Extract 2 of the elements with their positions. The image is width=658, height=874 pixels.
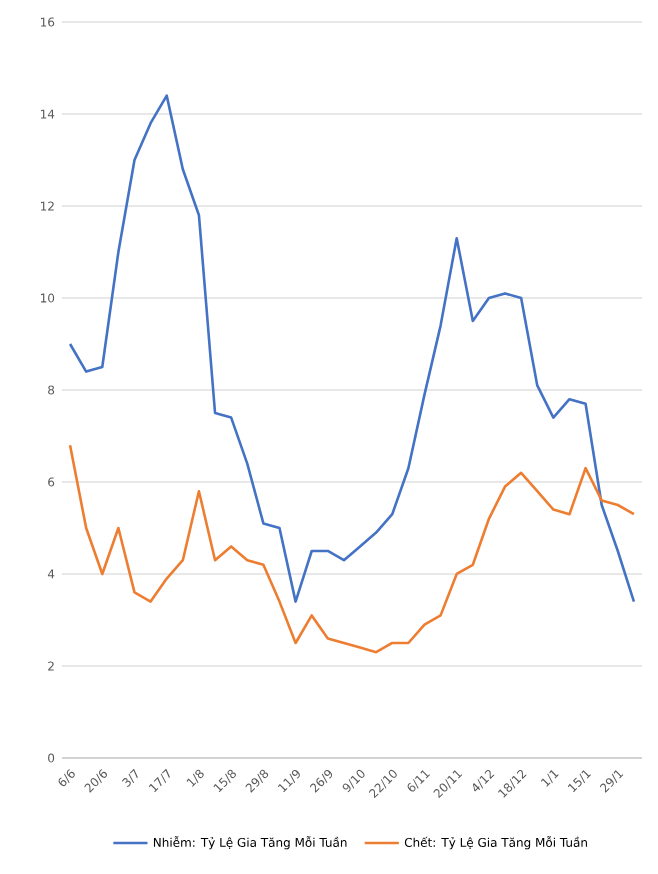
line-series (68, 443, 636, 654)
line-series (68, 94, 636, 603)
